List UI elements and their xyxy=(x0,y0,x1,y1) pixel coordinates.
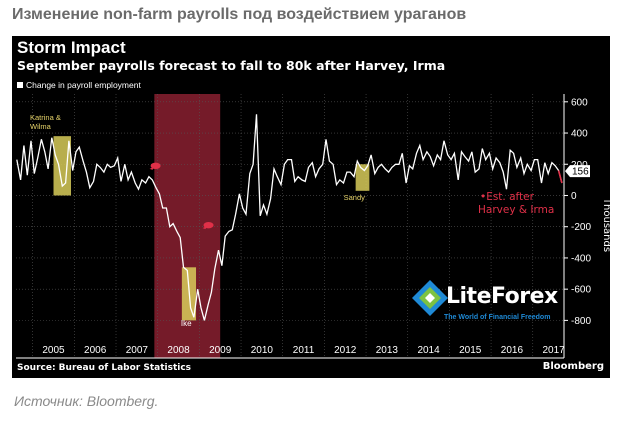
x-tick-label-2014: 2014 xyxy=(417,345,440,356)
chart-subtitle: September payrolls forecast to fall to 8… xyxy=(17,58,446,73)
forecast-note-line-1: •Est. after xyxy=(480,191,535,203)
chart-plot: Katrina &Wilma Ike Sandy •Est. afterHarvey … xyxy=(16,94,610,359)
label-katrina-wilma-0: Katrina & xyxy=(30,113,61,122)
x-tick-label-2013: 2013 xyxy=(376,345,399,356)
x-tick-label-2011: 2011 xyxy=(293,345,315,356)
page-heading: Изменение non-farm payrolls под воздейст… xyxy=(12,6,467,23)
y-tick-label-5: -400 xyxy=(571,253,591,264)
label-sandy: Sandy xyxy=(344,193,366,202)
bloomberg-brand: Bloomberg xyxy=(542,361,604,372)
forecast-note-line-2: Harvey & Irma xyxy=(478,204,554,216)
x-tick-label-2005: 2005 xyxy=(42,345,65,356)
y-axis-title: Thousands xyxy=(601,197,610,252)
chart-legend: Change in payroll employment xyxy=(17,80,141,90)
x-tick-label-2016: 2016 xyxy=(501,345,524,356)
payroll-series-line xyxy=(16,114,563,321)
x-tick-label-2015: 2015 xyxy=(459,345,482,356)
y-tick-label-6: -600 xyxy=(571,285,591,296)
legend-label: Change in payroll employment xyxy=(26,80,141,90)
highlight-box-2 xyxy=(355,164,370,191)
watermark-tagline: The World of Financial Freedom xyxy=(444,314,551,321)
x-tick-label-2009: 2009 xyxy=(209,345,232,356)
y-tick-label-3: 0 xyxy=(571,191,577,202)
legend-swatch xyxy=(17,82,23,88)
watermark-name: LiteForex xyxy=(446,284,558,309)
current-value-badge xyxy=(565,165,590,178)
label-ike: Ike xyxy=(181,319,192,328)
y-tick-label-4: -200 xyxy=(571,222,591,233)
chart-title: Storm Impact xyxy=(17,38,126,57)
x-tick-label-2006: 2006 xyxy=(84,345,107,356)
liteforex-watermark: LiteForex The World of Financial Freedom xyxy=(410,274,570,330)
chart-panel: Katrina & Wilma Ike Sandy •Est. after Harvey … xyxy=(12,36,610,378)
y-tick-label-7: -800 xyxy=(571,316,591,327)
current-value-label: 156 xyxy=(572,167,589,178)
x-tick-label-2008: 2008 xyxy=(167,345,190,356)
x-tick-label-2012: 2012 xyxy=(334,345,357,356)
y-tick-label-1: 400 xyxy=(571,129,588,140)
chart-source: Source: Bureau of Labor Statistics xyxy=(17,363,192,373)
figure-caption: Источник: Bloomberg. xyxy=(14,393,159,409)
label-katrina-wilma-1: Wilma xyxy=(30,122,52,131)
highlight-box-0 xyxy=(53,136,72,196)
forecast-segment xyxy=(557,170,563,184)
storm-marker-tail-1 xyxy=(202,226,207,230)
y-tick-label-0: 600 xyxy=(571,97,588,108)
storm-marker-tail-0 xyxy=(149,166,154,170)
x-tick-label-2010: 2010 xyxy=(251,345,274,356)
liteforex-logo-icon xyxy=(412,280,448,316)
x-tick-label-2007: 2007 xyxy=(126,345,149,356)
x-tick-label-2017: 2017 xyxy=(542,345,565,356)
